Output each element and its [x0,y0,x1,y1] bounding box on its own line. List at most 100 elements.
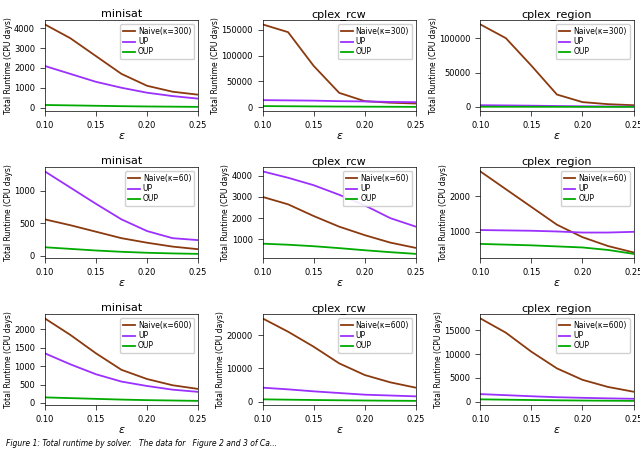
Naive(κ=60) [502,186,509,192]
UP [553,229,561,234]
OUP [604,104,612,109]
Title: minisat: minisat [101,157,142,166]
UP [284,175,292,180]
Naive(κ=300) [169,89,177,94]
UP [92,79,100,85]
Naive(κ=300) [630,103,637,108]
UP [387,99,394,105]
Line: Naive(κ=600): Naive(κ=600) [45,319,198,389]
Naive(κ=300) [412,101,420,106]
OUP [41,244,49,250]
OUP [310,243,317,249]
Naive(κ=300) [143,83,151,89]
Line: UP: UP [480,230,634,233]
Naive(κ=300) [361,99,369,104]
Naive(κ=300) [310,63,317,68]
Naive(κ=600) [502,330,509,335]
Line: OUP: OUP [480,399,634,401]
UP [527,103,535,108]
OUP [335,245,343,251]
Naive(κ=600) [527,349,535,355]
Y-axis label: Total Runtime (CPU days): Total Runtime (CPU days) [216,311,225,408]
Naive(κ=600) [195,386,202,391]
UP [579,230,586,235]
OUP [387,104,394,109]
Naive(κ=300) [118,71,125,76]
Line: OUP: OUP [45,247,198,254]
Line: Naive(κ=60): Naive(κ=60) [45,219,198,249]
Title: cplex_rcw: cplex_rcw [312,9,367,20]
Naive(κ=600) [92,351,100,356]
UP [284,98,292,103]
Naive(κ=300) [527,63,535,68]
UP [259,97,266,103]
Line: OUP: OUP [262,106,416,107]
OUP [310,397,317,403]
OUP [361,398,369,403]
Y-axis label: Total Runtime (CPU days): Total Runtime (CPU days) [211,17,220,114]
Naive(κ=600) [67,332,74,338]
OUP [527,104,535,109]
Title: minisat: minisat [101,303,142,314]
Line: OUP: OUP [480,244,634,254]
UP [630,229,637,234]
Legend: Naive(κ=60), UP, OUP: Naive(κ=60), UP, OUP [125,171,195,207]
Naive(κ=60) [92,229,100,234]
X-axis label: ε: ε [554,131,560,141]
Naive(κ=600) [169,382,177,388]
OUP [284,104,292,109]
Naive(κ=60) [284,202,292,207]
Title: cplex_rcw: cplex_rcw [312,303,367,314]
UP [195,96,202,101]
Naive(κ=600) [335,360,343,366]
UP [259,169,266,174]
Y-axis label: Total Runtime (CPU days): Total Runtime (CPU days) [221,164,230,261]
UP [502,392,509,398]
Line: Naive(κ=300): Naive(κ=300) [45,24,198,94]
Line: OUP: OUP [45,397,198,401]
Naive(κ=600) [118,367,125,373]
UP [335,390,343,396]
UP [361,99,369,104]
UP [118,379,125,384]
UP [143,383,151,389]
UP [195,389,202,395]
Naive(κ=60) [259,194,266,200]
Title: cplex_rcw: cplex_rcw [312,156,367,167]
Naive(κ=60) [579,234,586,240]
Y-axis label: Total Runtime (CPU days): Total Runtime (CPU days) [4,164,13,261]
X-axis label: ε: ε [118,278,124,288]
Legend: Naive(κ=300), UP, OUP: Naive(κ=300), UP, OUP [338,24,412,59]
Naive(κ=300) [67,36,74,41]
Line: UP: UP [45,66,198,99]
UP [143,228,151,234]
UP [412,99,420,105]
Naive(κ=60) [143,240,151,245]
OUP [92,103,100,108]
Line: Naive(κ=60): Naive(κ=60) [480,171,634,252]
OUP [143,397,151,403]
Naive(κ=60) [169,244,177,249]
UP [195,238,202,243]
Legend: Naive(κ=60), UP, OUP: Naive(κ=60), UP, OUP [561,171,630,207]
Naive(κ=300) [553,92,561,97]
Naive(κ=300) [579,99,586,105]
OUP [361,104,369,109]
OUP [67,396,74,401]
Naive(κ=60) [387,240,394,245]
UP [169,387,177,392]
Naive(κ=600) [387,380,394,385]
Title: minisat: minisat [101,9,142,19]
Title: cplex_region: cplex_region [522,9,592,20]
OUP [579,104,586,109]
Y-axis label: Total Runtime (CPU days): Total Runtime (CPU days) [439,164,448,261]
UP [604,230,612,235]
UP [361,392,369,397]
UP [630,104,637,109]
Line: Naive(κ=600): Naive(κ=600) [262,319,416,388]
OUP [67,246,74,252]
OUP [41,395,49,400]
Legend: Naive(κ=300), UP, OUP: Naive(κ=300), UP, OUP [120,24,195,59]
Line: UP: UP [480,105,634,107]
OUP [259,241,266,246]
